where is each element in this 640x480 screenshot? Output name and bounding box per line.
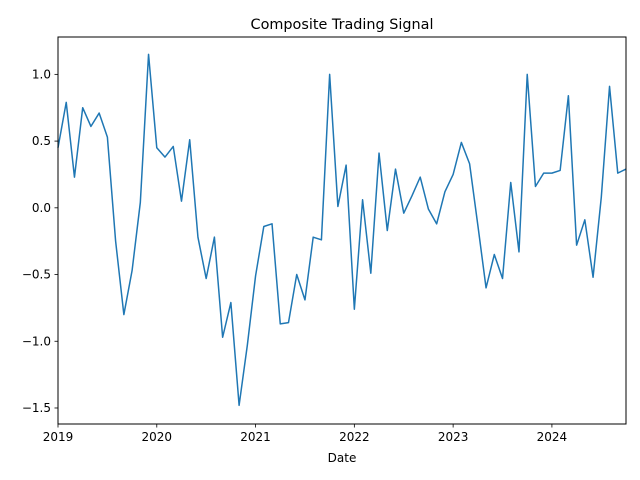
y-tick-label: 0.5	[32, 134, 51, 148]
x-tick-label: 2020	[142, 430, 173, 444]
y-tick-label: −1.0	[22, 334, 51, 348]
chart-title: Composite Trading Signal	[251, 17, 434, 33]
y-tick-label: −1.5	[22, 401, 51, 415]
plot-frame	[57, 36, 627, 425]
x-tick-label: 2021	[240, 430, 271, 444]
plot-area	[57, 53, 627, 407]
x-tick-label: 2019	[43, 430, 74, 444]
y-tick-label: −0.5	[22, 268, 51, 282]
x-tick-label: 2022	[339, 430, 370, 444]
x-axis-title: Date	[328, 451, 357, 465]
x-tick-label: 2023	[438, 430, 469, 444]
series-line	[57, 53, 627, 407]
x-axis: 2019 2020 2021 2022 2023 2024	[43, 424, 567, 444]
y-axis: −1.5 −1.0 −0.5 0.0 0.5 1.0	[22, 67, 58, 415]
y-tick-label: 0.0	[32, 201, 51, 215]
x-tick-label: 2024	[537, 430, 568, 444]
y-tick-label: 1.0	[32, 67, 51, 81]
